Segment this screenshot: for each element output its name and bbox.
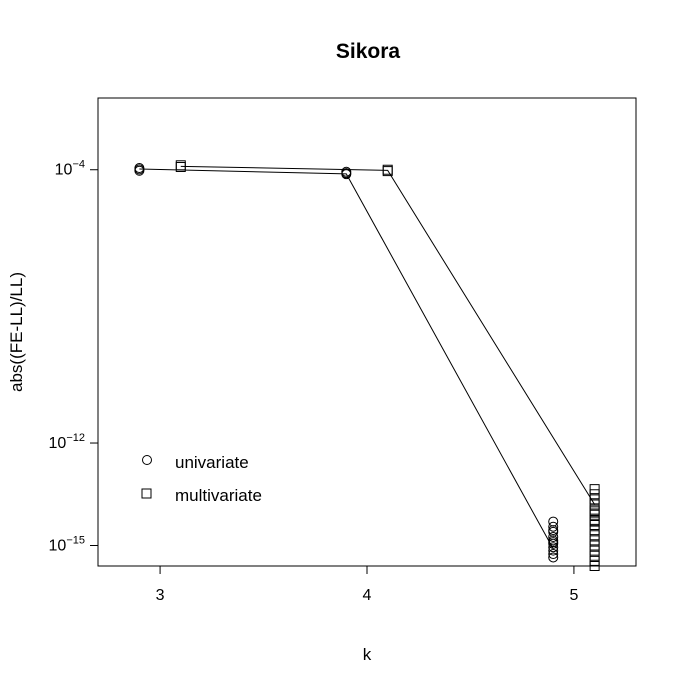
point-univariate-12: [548, 542, 559, 553]
point-multivariate-7: [589, 499, 600, 510]
point-multivariate-3: [382, 166, 393, 177]
point-multivariate-13: [589, 530, 600, 541]
x-axis: 3 4 5: [156, 566, 578, 604]
point-multivariate-6: [589, 494, 600, 505]
y-tick-label-1: 10−12: [49, 432, 85, 452]
y-axis: 10−4 10−12 10−15: [49, 159, 98, 555]
point-multivariate-19: [589, 561, 600, 571]
legend-label-univariate: univariate: [175, 453, 249, 472]
x-tick-label-0: 3: [156, 587, 165, 604]
point-univariate-17: [548, 552, 559, 563]
legend-label-multivariate: multivariate: [175, 486, 262, 505]
point-univariate-9: [548, 531, 559, 542]
y-tick-label-0: 10−4: [55, 159, 85, 179]
point-multivariate-18: [589, 555, 600, 566]
point-univariate-7: [548, 521, 559, 532]
legend-marker-univariate: [142, 455, 152, 465]
series-line-univariate: [139, 168, 554, 550]
point-multivariate-15: [589, 540, 600, 551]
point-univariate-6: [548, 516, 559, 527]
point-multivariate-11: [589, 520, 600, 531]
point-multivariate-12: [589, 525, 600, 536]
x-tick-label-2: 5: [569, 587, 578, 604]
x-tick-label-1: 4: [363, 587, 372, 604]
point-univariate-2: [134, 165, 145, 176]
y-axis-label: abs((FE-LL)/LL): [7, 272, 26, 392]
y-tick-label-2: 10−15: [49, 535, 85, 555]
point-multivariate-9: [589, 509, 600, 520]
point-multivariate-5: [589, 489, 600, 500]
series-line-multivariate: [180, 165, 596, 505]
point-multivariate-16: [589, 545, 600, 556]
point-multivariate-20: [589, 506, 600, 517]
chart-title: Sikora: [336, 40, 401, 63]
legend-marker-multivariate: [141, 488, 152, 499]
x-axis-label: k: [363, 645, 372, 664]
point-univariate-5: [341, 169, 352, 180]
point-univariate-16: [548, 537, 559, 548]
series-points: [134, 160, 600, 571]
legend: univariate multivariate: [141, 453, 262, 505]
point-multivariate-21: [589, 516, 600, 527]
point-multivariate-1: [175, 162, 186, 173]
point-multivariate-4: [589, 484, 600, 495]
point-multivariate-14: [589, 535, 600, 546]
series-lines: [139, 165, 596, 550]
point-univariate-14: [548, 549, 559, 560]
point-univariate-15: [548, 525, 559, 536]
point-multivariate-17: [589, 550, 600, 561]
